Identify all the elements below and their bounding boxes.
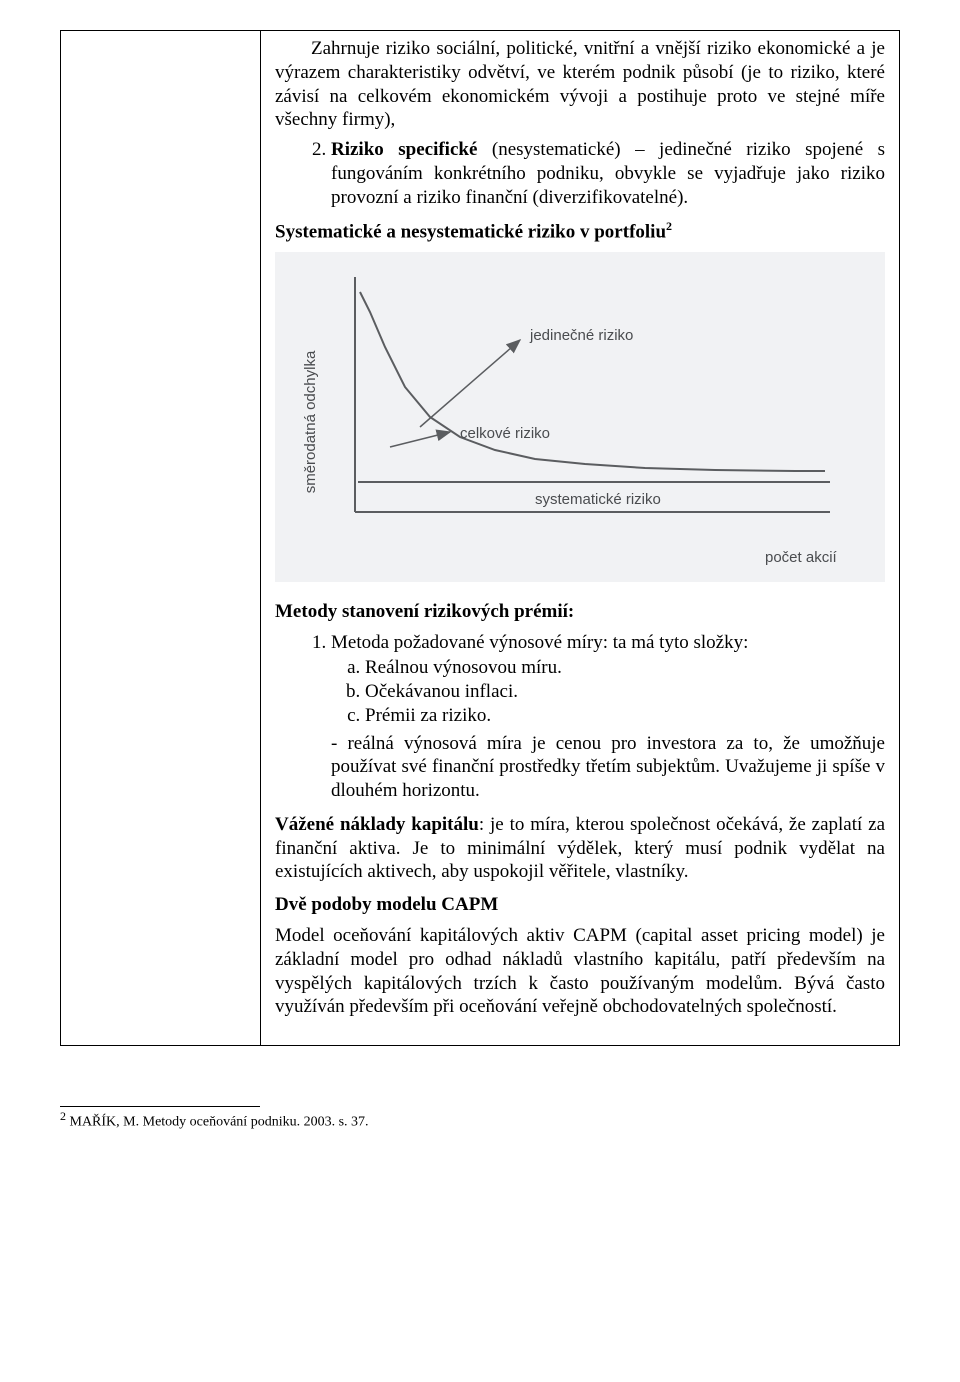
- list-item-method-1: Metoda požadované výnosové míry: ta má t…: [331, 631, 885, 803]
- list-item-text: Metoda požadované výnosové míry: ta má t…: [331, 632, 748, 653]
- footnote-ref: 2: [666, 219, 672, 233]
- subitem-b: Očekávanou inflaci.: [365, 680, 885, 704]
- heading-text: Systematické a nesystematické riziko v p…: [275, 222, 666, 243]
- heading-capm: Dvě podoby modelu CAPM: [275, 894, 885, 916]
- content-cell: Zahrnuje riziko sociální, politické, vni…: [261, 31, 900, 1046]
- sublist-abc: Reálnou výnosovou míru. Očekávanou infla…: [331, 656, 885, 727]
- paragraph-wacc: Vážené náklady kapitálu: je to míra, kte…: [275, 813, 885, 884]
- left-empty-cell: [61, 31, 261, 1046]
- layout-table: Zahrnuje riziko sociální, politické, vni…: [60, 30, 900, 1046]
- numbered-list-methods: Metoda požadované výnosové míry: ta má t…: [275, 631, 885, 803]
- svg-text:počet akcií: počet akcií: [765, 549, 838, 566]
- heading-portfolio-risk: Systematické a nesystematické riziko v p…: [275, 219, 885, 243]
- heading-methods: Metody stanovení rizikových prémií:: [275, 601, 885, 623]
- bold-lead: Riziko specifické: [331, 139, 477, 160]
- after-abc-note: - reálná výnosová míra je cenou pro inve…: [331, 732, 885, 803]
- subitem-c: Prémii za riziko.: [365, 704, 885, 728]
- svg-text:celkové riziko: celkové riziko: [460, 425, 550, 442]
- footnote-number: 2: [60, 1109, 66, 1123]
- numbered-list-risks: Riziko specifické (nesystematické) – jed…: [275, 138, 885, 209]
- list-item-specific-risk: Riziko specifické (nesystematické) – jed…: [331, 138, 885, 209]
- svg-text:systematické riziko: systematické riziko: [535, 491, 661, 508]
- paragraph-capm: Model oceňování kapitálových aktiv CAPM …: [275, 924, 885, 1019]
- svg-text:směrodatná odchylka: směrodatná odchylka: [302, 350, 319, 493]
- svg-text:jedinečné riziko: jedinečné riziko: [529, 327, 633, 344]
- bold-lead: Vážené náklady kapitálu: [275, 814, 479, 835]
- risk-chart: jedinečné riziko celkové riziko systematic…: [275, 252, 885, 587]
- page: Zahrnuje riziko sociální, politické, vni…: [0, 0, 960, 1171]
- footnote-text: MAŘÍK, M. Metody oceňování podniku. 2003…: [70, 1115, 369, 1130]
- paragraph-intro: Zahrnuje riziko sociální, politické, vni…: [275, 37, 885, 132]
- footnote: 2 MAŘÍK, M. Metody oceňování podniku. 20…: [60, 1109, 900, 1131]
- subitem-a: Reálnou výnosovou míru.: [365, 656, 885, 680]
- footnote-rule: [60, 1106, 260, 1107]
- risk-chart-svg: jedinečné riziko celkové riziko systematic…: [275, 252, 885, 582]
